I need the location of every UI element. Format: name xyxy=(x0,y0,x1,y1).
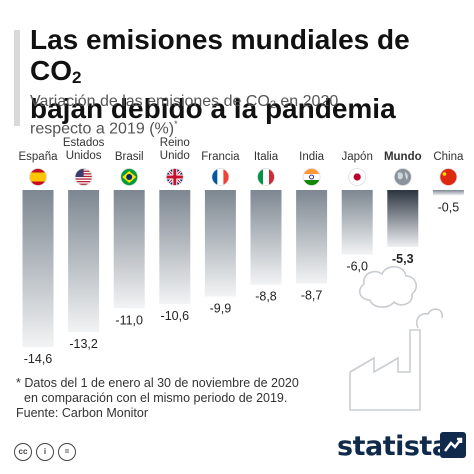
bar-group-0: España -14,6 xyxy=(18,151,58,366)
license-icons: cc i = xyxy=(14,443,76,461)
category-label: China xyxy=(433,151,464,163)
statista-logo-icon xyxy=(440,432,466,458)
bar-group-7: Japón -6,0 xyxy=(342,151,373,274)
france-flag xyxy=(211,168,230,186)
uk-flag xyxy=(165,168,184,186)
value-label: -11,0 xyxy=(115,313,143,327)
nd-icon: = xyxy=(58,443,76,461)
spain-flag xyxy=(29,168,47,186)
statista-logo: statista xyxy=(337,431,450,462)
bar xyxy=(341,190,373,255)
subtitle-text: Variación de las emisiones de CO xyxy=(30,93,270,110)
category-label: Brasil xyxy=(115,151,144,163)
category-label: Reino xyxy=(160,137,190,149)
globe-icon xyxy=(393,168,412,186)
value-label: -9,9 xyxy=(210,301,232,315)
bar xyxy=(250,190,282,285)
title-subscript: 2 xyxy=(72,68,82,87)
bar xyxy=(296,190,328,284)
bar-group-2: Brasil -11,0 xyxy=(113,151,145,327)
chart-title: Las emisiones mundiales de CO2 bajan deb… xyxy=(30,24,466,124)
category-label: Unidos xyxy=(66,150,102,162)
footnote-line2: en comparación con el mismo periodo de 2… xyxy=(24,391,288,405)
category-label: Italia xyxy=(254,151,279,163)
title-accent-bar xyxy=(14,30,20,126)
subtitle-line2: respecto a 2019 (%) xyxy=(30,120,175,138)
value-label: -6,0 xyxy=(346,260,368,274)
by-icon: i xyxy=(36,443,54,461)
footnote-line1: * Datos del 1 de enero al 30 de noviembr… xyxy=(16,376,299,390)
bar-group-5: Italia -8,8 xyxy=(250,151,282,304)
china-flag xyxy=(439,168,458,186)
factory-illustration xyxy=(349,265,443,411)
usa-flag xyxy=(74,168,93,186)
title-text: Las emisiones mundiales de CO xyxy=(30,24,410,86)
subtitle-footnote-mark: * xyxy=(174,119,178,129)
value-label: -13,2 xyxy=(69,337,98,351)
category-label: Francia xyxy=(201,151,240,163)
bar xyxy=(113,190,145,309)
category-label: Estados xyxy=(63,137,105,149)
bar-group-4: Francia -9,9 xyxy=(201,151,240,315)
bar xyxy=(159,190,191,304)
cc-icon: cc xyxy=(14,443,32,461)
value-label: -0,5 xyxy=(438,200,460,214)
bar xyxy=(387,190,419,247)
category-label: India xyxy=(299,151,325,163)
source-text: Fuente: Carbon Monitor xyxy=(16,406,149,420)
title-line2: bajan debido a la pandemia xyxy=(30,93,396,124)
value-label: -8,8 xyxy=(255,290,277,304)
value-label: -10,6 xyxy=(161,309,190,323)
category-label: Unido xyxy=(160,150,190,162)
chart-subtitle: Variación de las emisiones de CO2 en 202… xyxy=(30,92,450,138)
subtitle-text-end: en 2020 xyxy=(275,93,339,110)
value-label: -14,6 xyxy=(24,352,53,366)
brazil-flag xyxy=(120,168,139,186)
india-flag xyxy=(302,168,321,186)
bar-group-8: Mundo -5,3 xyxy=(384,151,422,266)
bar xyxy=(68,190,100,332)
italy-flag xyxy=(257,168,275,186)
category-label: Japón xyxy=(342,151,373,163)
value-label: -8,7 xyxy=(301,289,323,303)
category-label: España xyxy=(18,151,58,163)
bar xyxy=(22,190,54,347)
bar xyxy=(432,190,464,196)
japan-flag xyxy=(348,168,367,186)
bar-group-9: China -0,5 xyxy=(432,151,464,214)
value-label: -5,3 xyxy=(392,252,414,266)
footnote: * Datos del 1 de enero al 30 de noviembr… xyxy=(16,376,299,421)
bar-group-6: India -8,7 xyxy=(296,151,328,303)
bar xyxy=(204,190,236,297)
category-label: Mundo xyxy=(384,151,422,163)
subtitle-subscript: 2 xyxy=(269,99,276,111)
